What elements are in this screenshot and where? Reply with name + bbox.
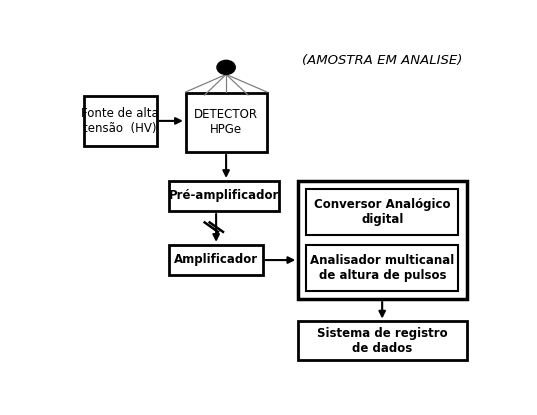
Circle shape: [217, 60, 235, 74]
FancyBboxPatch shape: [84, 96, 157, 146]
Text: Pré-amplificador: Pré-amplificador: [169, 190, 279, 203]
Text: Sistema de registro
de dados: Sistema de registro de dados: [317, 327, 448, 354]
Text: Fonte de alta
tensão  (HV): Fonte de alta tensão (HV): [81, 107, 159, 135]
Text: DETECTOR
HPGe: DETECTOR HPGe: [194, 108, 258, 137]
FancyBboxPatch shape: [186, 93, 267, 152]
Text: (AMOSTRA EM ANALISE): (AMOSTRA EM ANALISE): [302, 54, 462, 68]
Text: Amplificador: Amplificador: [174, 254, 258, 266]
FancyBboxPatch shape: [298, 321, 467, 360]
FancyBboxPatch shape: [298, 181, 467, 299]
FancyBboxPatch shape: [307, 245, 459, 291]
FancyBboxPatch shape: [307, 189, 459, 235]
Text: Analisador multicanal
de altura de pulsos: Analisador multicanal de altura de pulso…: [310, 254, 454, 282]
Text: Conversor Analógico
digital: Conversor Analógico digital: [314, 198, 451, 226]
FancyBboxPatch shape: [169, 181, 279, 211]
FancyBboxPatch shape: [169, 245, 263, 275]
